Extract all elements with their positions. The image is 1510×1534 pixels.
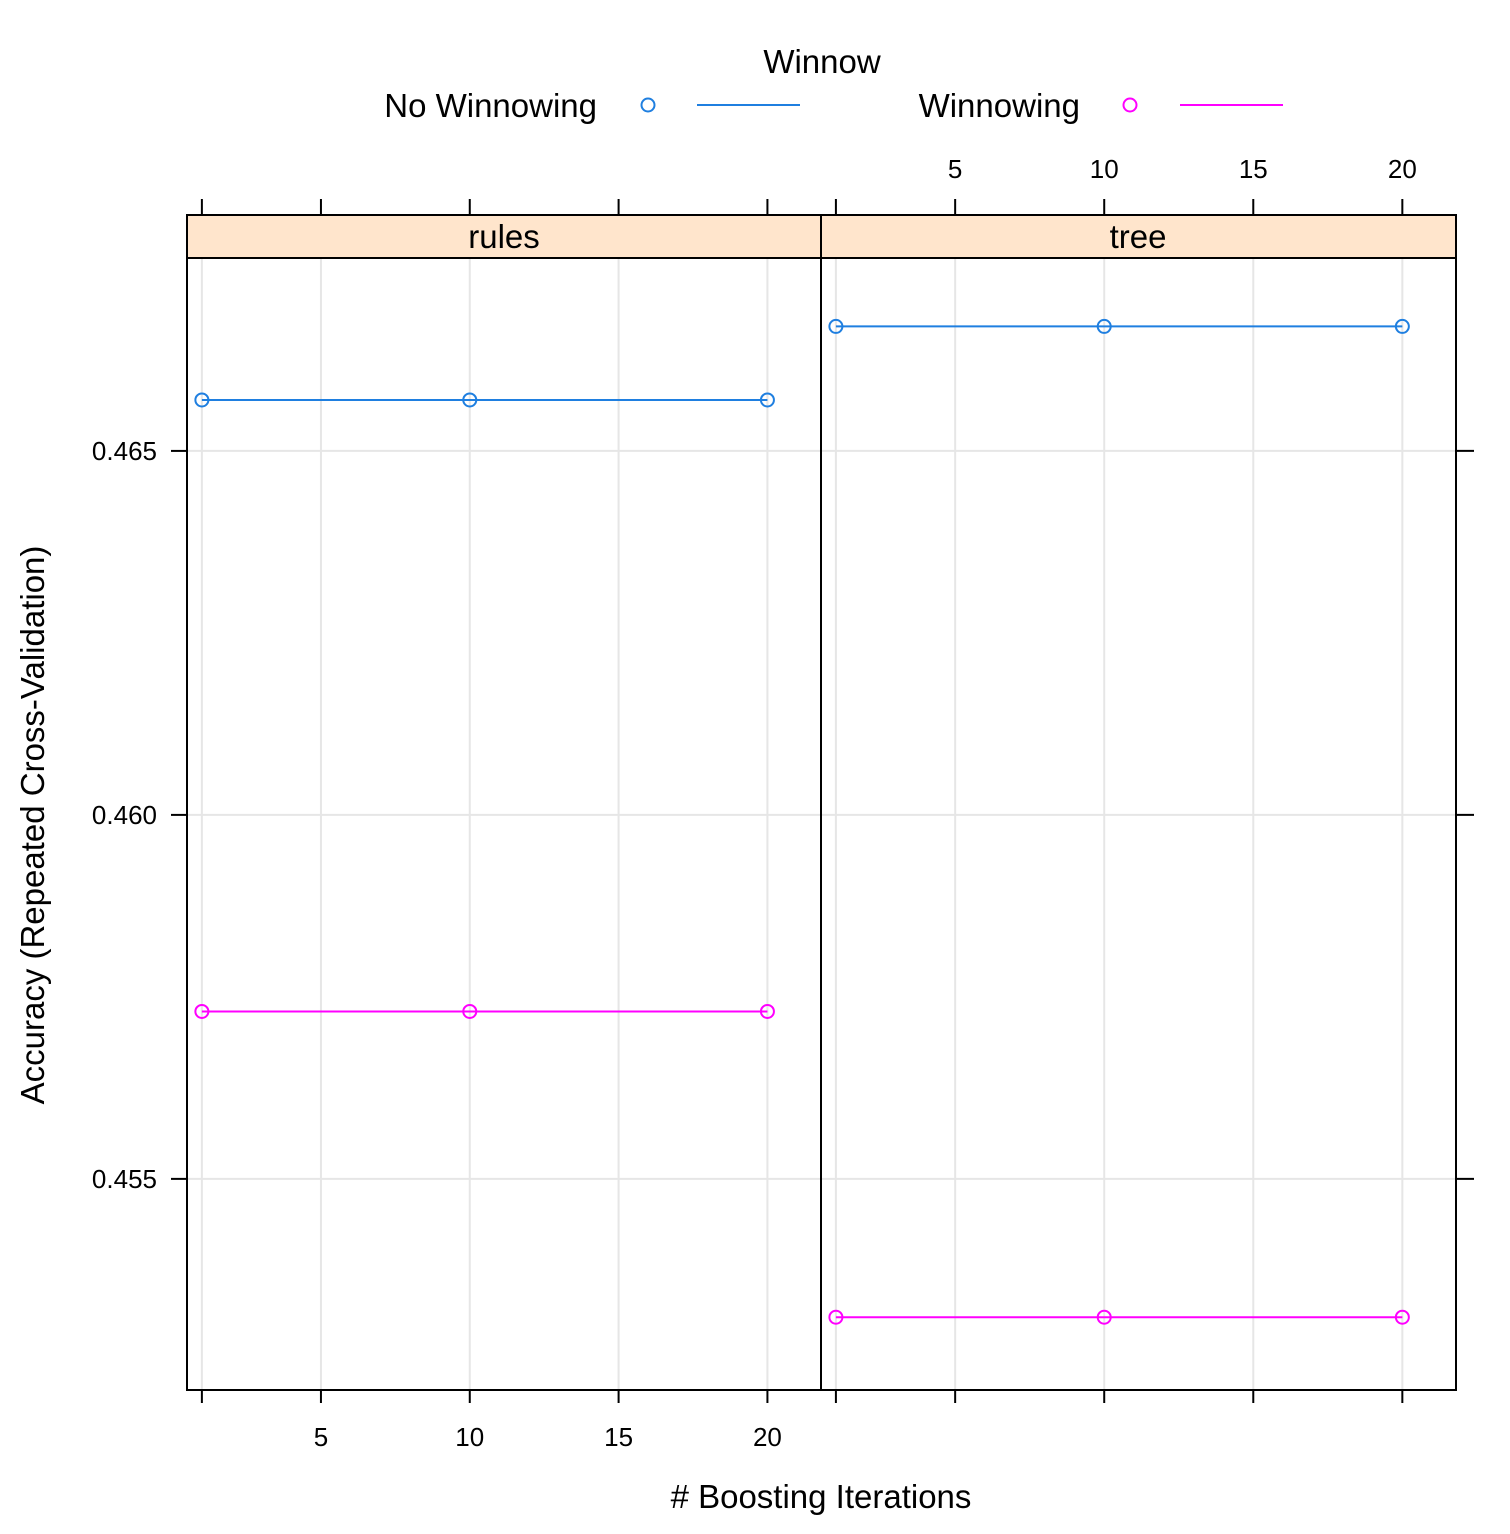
data-point-winnowing <box>1096 1309 1112 1325</box>
grid-rules <box>187 258 821 1390</box>
data-point-winnowing <box>828 1309 844 1325</box>
y-axis-label: Accuracy (Repeated Cross-Validation) <box>14 546 51 1105</box>
y-axis-left: 0.455 0.460 0.465 <box>92 436 187 1194</box>
strip-label-tree: tree <box>1110 218 1167 255</box>
x-tick-label-bottom: 20 <box>753 1422 782 1452</box>
data-point-winnowing <box>462 1003 478 1019</box>
x-tick-label-bottom: 5 <box>314 1422 328 1452</box>
grid-tree <box>821 258 1456 1390</box>
legend-label-winnowing: Winnowing <box>919 87 1080 124</box>
panel-rules: rules <box>186 214 822 1390</box>
data-point-no-winnowing <box>194 392 210 408</box>
x-axis-top: 5 10 15 20 <box>200 154 1417 215</box>
x-axis-bottom: 5 10 15 20 <box>200 1390 1404 1452</box>
x-axis-label: # Boosting Iterations <box>671 1478 972 1515</box>
panel-tree: tree <box>820 214 1457 1390</box>
legend-marker-no-winnowing <box>640 97 656 113</box>
y-tick-label: 0.465 <box>92 436 157 466</box>
x-tick-label-top: 15 <box>1239 154 1268 184</box>
series-rules <box>194 392 775 1019</box>
x-tick-label-bottom: 15 <box>604 1422 633 1452</box>
x-tick-label-top: 10 <box>1090 154 1119 184</box>
panel-border-tree <box>820 214 1457 1391</box>
y-tick-label: 0.460 <box>92 800 157 830</box>
x-tick-label-top: 20 <box>1388 154 1417 184</box>
data-point-no-winnowing <box>828 318 844 334</box>
strip-label-rules: rules <box>468 218 540 255</box>
data-point-no-winnowing <box>1096 318 1112 334</box>
legend-label-no-winnowing: No Winnowing <box>384 87 597 124</box>
data-point-winnowing <box>1394 1309 1410 1325</box>
data-point-winnowing <box>759 1003 775 1019</box>
y-axis-right <box>1456 449 1474 1180</box>
legend: Winnow No Winnowing Winnowing <box>384 43 1283 124</box>
legend-marker-winnowing <box>1122 97 1138 113</box>
data-point-no-winnowing <box>462 392 478 408</box>
x-tick-label-top: 5 <box>948 154 962 184</box>
x-tick-label-bottom: 10 <box>455 1422 484 1452</box>
series-tree <box>828 318 1410 1325</box>
data-point-no-winnowing <box>759 392 775 408</box>
data-point-winnowing <box>194 1003 210 1019</box>
y-tick-label: 0.455 <box>92 1164 157 1194</box>
legend-title: Winnow <box>763 43 881 80</box>
data-point-no-winnowing <box>1394 318 1410 334</box>
panel-border-rules <box>186 214 822 1391</box>
